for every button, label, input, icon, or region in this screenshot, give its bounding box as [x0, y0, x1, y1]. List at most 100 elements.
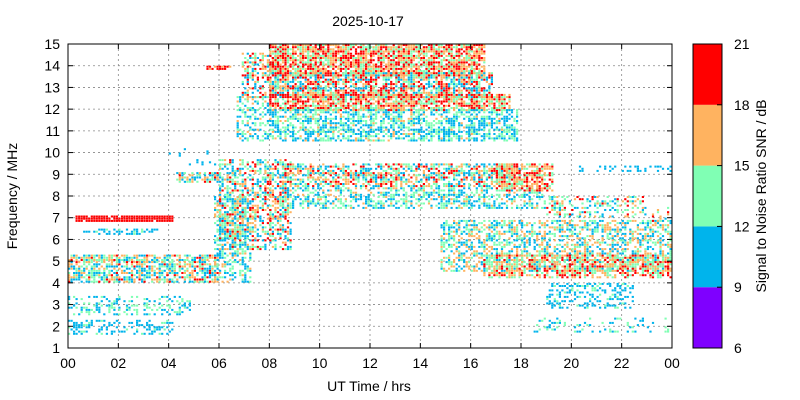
snr-cell — [400, 48, 403, 51]
snr-cell — [98, 319, 101, 322]
snr-cell — [146, 328, 149, 331]
snr-cell — [344, 67, 347, 70]
snr-cell — [269, 46, 272, 49]
snr-cell — [410, 89, 413, 92]
snr-cell — [458, 61, 461, 64]
snr-cell — [276, 124, 280, 127]
snr-cell — [153, 328, 156, 331]
snr-cell — [188, 263, 191, 266]
snr-cell — [430, 67, 433, 70]
snr-cell — [490, 80, 493, 83]
snr-cell — [113, 280, 116, 283]
snr-cell — [284, 198, 287, 201]
snr-cell — [334, 72, 337, 75]
snr-cell — [161, 219, 164, 222]
snr-cell — [264, 226, 267, 229]
snr-cell — [276, 230, 280, 233]
snr-cell — [337, 107, 340, 109]
snr-cell — [138, 269, 141, 272]
snr-cell — [430, 59, 433, 62]
snr-cell — [181, 304, 184, 307]
snr-cell — [349, 78, 353, 81]
snr-cell — [148, 254, 151, 257]
snr-cell — [390, 65, 393, 68]
snr-cell — [304, 104, 307, 107]
snr-cell — [380, 74, 383, 77]
snr-cell — [264, 167, 267, 170]
snr-cell — [85, 265, 88, 268]
snr-cell — [244, 228, 247, 231]
snr-cell — [317, 93, 320, 96]
snr-cell — [120, 254, 124, 257]
snr-cell — [191, 272, 194, 274]
snr-cell — [196, 265, 199, 268]
snr-cell — [395, 50, 398, 53]
snr-cell — [359, 61, 363, 64]
snr-cell — [105, 278, 108, 281]
snr-cell — [80, 280, 83, 283]
snr-cell — [490, 72, 493, 75]
snr-cell — [221, 224, 224, 227]
snr-cell — [307, 63, 310, 66]
snr-cell — [407, 102, 410, 105]
snr-cell — [297, 89, 300, 92]
snr-cell — [251, 211, 254, 214]
snr-cell — [302, 57, 305, 59]
snr-cell — [390, 67, 393, 70]
snr-cell — [455, 78, 458, 81]
snr-cell — [269, 48, 272, 51]
snr-cell — [276, 120, 280, 122]
snr-cell — [183, 261, 186, 264]
snr-cell — [455, 70, 458, 73]
snr-cell — [365, 48, 368, 51]
snr-cell — [88, 308, 91, 311]
snr-cell — [435, 107, 438, 109]
snr-cell — [171, 267, 174, 270]
snr-cell — [274, 196, 277, 198]
snr-cell — [375, 52, 378, 55]
snr-cell — [203, 254, 207, 257]
snr-cell — [450, 107, 453, 109]
snr-cell — [181, 259, 184, 261]
snr-cell — [367, 85, 370, 88]
snr-cell — [390, 96, 393, 99]
snr-cell — [241, 200, 244, 203]
snr-cell — [88, 230, 91, 233]
snr-cell — [370, 65, 373, 68]
snr-cell — [146, 274, 149, 277]
snr-cell — [259, 128, 262, 131]
snr-cell — [241, 241, 244, 244]
snr-cell — [105, 267, 108, 270]
snr-cell — [98, 330, 101, 333]
snr-cell — [229, 193, 232, 196]
snr-cell — [334, 74, 337, 77]
snr-cell — [309, 104, 312, 107]
snr-cell — [274, 102, 277, 105]
snr-cell — [264, 133, 267, 135]
snr-cell — [216, 211, 219, 214]
snr-cell — [284, 137, 287, 140]
snr-cell — [226, 248, 229, 251]
snr-cell — [128, 306, 131, 309]
snr-cell — [307, 48, 310, 51]
snr-cell — [299, 72, 302, 75]
snr-cell — [385, 76, 388, 79]
snr-cell — [448, 89, 451, 92]
snr-cell — [410, 70, 413, 73]
snr-cell — [437, 93, 441, 96]
snr-cell — [231, 169, 234, 172]
snr-cell — [445, 74, 448, 77]
snr-cell — [281, 85, 285, 88]
snr-cell — [251, 128, 254, 131]
snr-cell — [354, 65, 358, 68]
snr-cell — [450, 93, 453, 96]
snr-cell — [435, 91, 438, 94]
snr-cell — [463, 80, 466, 83]
snr-cell — [191, 174, 194, 177]
snr-cell — [93, 311, 96, 314]
snr-cell — [294, 44, 297, 46]
snr-cell — [309, 87, 312, 90]
snr-cell — [191, 180, 194, 183]
snr-cell — [475, 74, 478, 77]
snr-cell — [196, 272, 199, 274]
